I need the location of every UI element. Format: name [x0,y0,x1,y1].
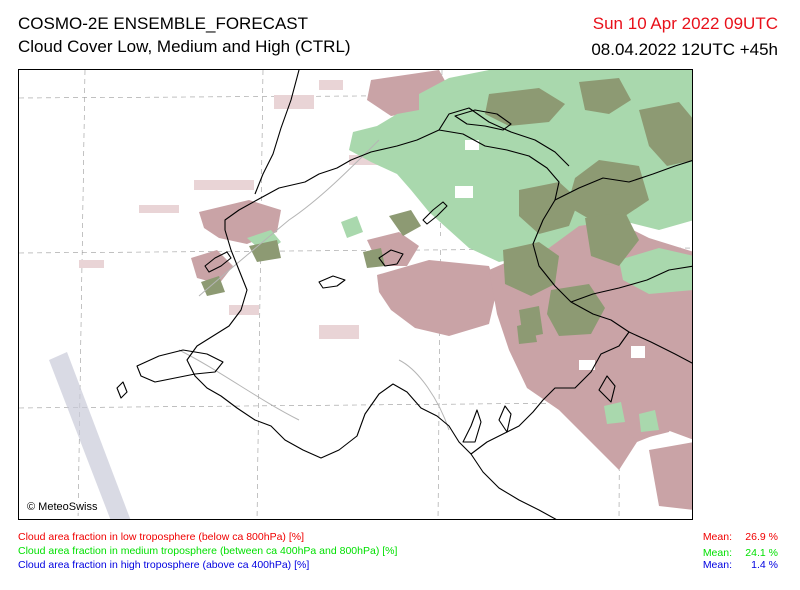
legend-low-label: Cloud area fraction in low troposphere (… [18,531,304,543]
mean-high-label: Mean: [702,559,732,571]
mean-low: Mean: 26.9 % [703,531,778,543]
legend-low: Cloud area fraction in low troposphere (… [18,531,304,543]
low-cloud-light-patches [79,80,379,339]
mean-low-value: 26.9 % [745,531,778,543]
map-subtitle: Cloud Cover Low, Medium and High (CTRL) [18,37,351,56]
mean-medium-value: 24.1 % [745,547,778,559]
map-title: COSMO-2E ENSEMBLE_FORECAST [18,14,309,33]
valid-time: Sun 10 Apr 2022 09UTC [592,14,778,33]
cloud-cover-map-svg [19,70,692,519]
country-borders [116,70,692,519]
mean-high-value: 1.4 % [751,559,778,571]
legend-high-label: Cloud area fraction in high troposphere … [18,559,310,571]
overlap-cloud-fill [201,78,692,344]
mean-medium-label: Mean: [702,547,732,559]
forecast-map: © MeteoSwiss [18,69,693,520]
high-cloud-streak [49,352,131,519]
copyright-label: © MeteoSwiss [25,501,100,513]
mean-medium: Mean: 24.1 % [703,547,778,559]
rivers [178,139,450,431]
legend-high: Cloud area fraction in high troposphere … [18,559,309,571]
legend-medium: Cloud area fraction in medium tropospher… [18,545,397,557]
legend-medium-label: Cloud area fraction in medium tropospher… [18,545,398,557]
clear-sky-gaps [425,140,645,370]
mean-high: Mean: 1.4 % [703,559,778,571]
mean-low-label: Mean: [702,531,732,543]
run-time: 08.04.2022 12UTC +45h [591,40,778,59]
